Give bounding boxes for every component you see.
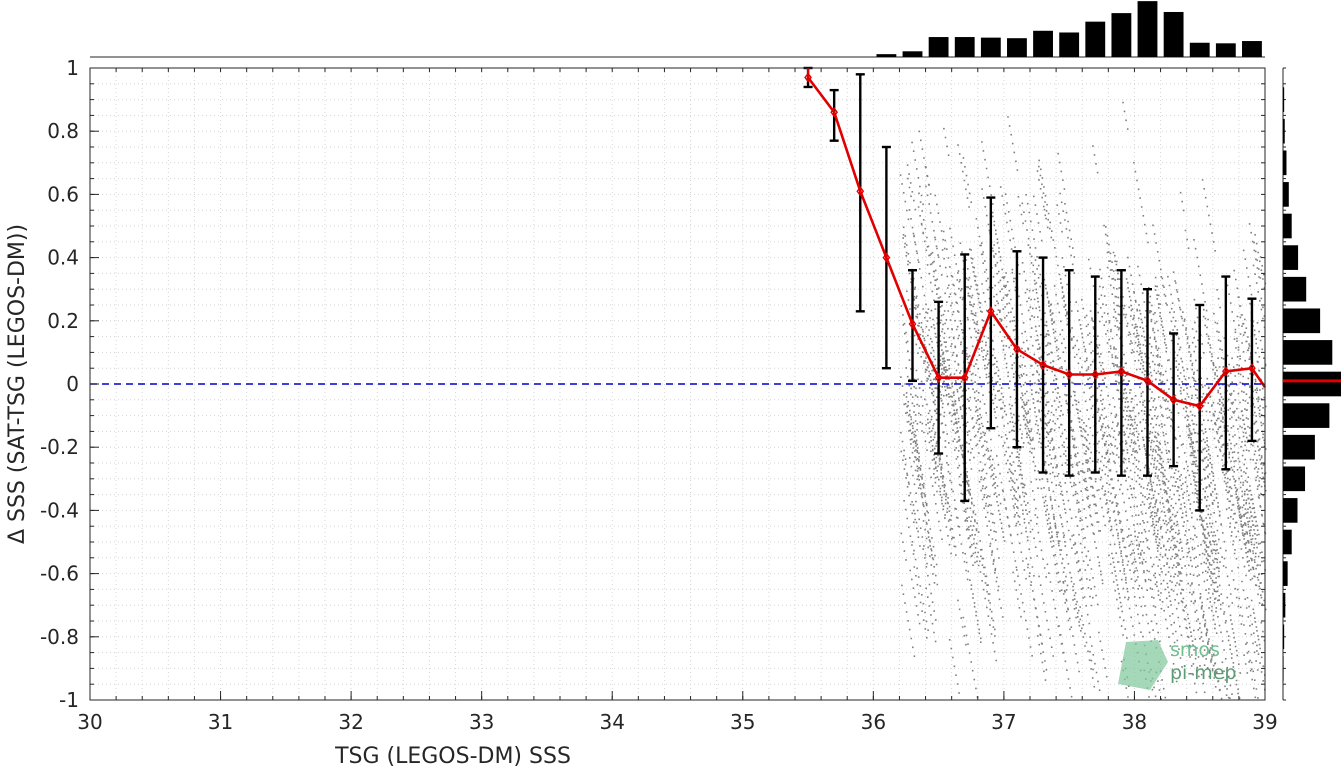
x-tick-label: 34 [599, 710, 624, 734]
x-axis-label: TSG (LEGOS-DM) SSS [334, 744, 571, 768]
mean-marker [830, 107, 839, 118]
mean-line [807, 76, 1267, 408]
smos-pimep-logo: smos pi-mep [1118, 639, 1236, 690]
scatter-streaks [899, 101, 1267, 700]
mean-marker [1117, 366, 1126, 377]
mean-marker [1091, 369, 1100, 380]
right-histogram-bar [1283, 592, 1286, 618]
y-tick-label: 0 [66, 372, 79, 396]
top-histogram-bar [1059, 32, 1080, 57]
y-axis-ticks: -1 -0.8 -0.6 -0.4 -0.2 0 0.2 0.4 0.6 0.8 1 [40, 56, 1265, 712]
right-histogram-bar [1283, 340, 1333, 365]
right-histogram-bar [1283, 466, 1306, 492]
x-axis-ticks: 30 31 32 33 34 35 36 37 38 39 [77, 68, 1278, 734]
mean-marker [960, 372, 969, 383]
top-histogram-bar [902, 51, 923, 57]
mean-marker [908, 318, 917, 330]
top-histogram-bar [1033, 30, 1053, 57]
mean-marker [1195, 400, 1204, 412]
y-tick-label: 0.2 [47, 309, 79, 333]
right-histogram-bar [1283, 498, 1298, 523]
x-tick-label: 38 [1122, 710, 1147, 734]
x-tick-label: 31 [208, 710, 233, 734]
top-histogram-bar [928, 37, 949, 57]
mean-marker [1143, 375, 1152, 387]
mean-marker [1013, 344, 1021, 355]
x-tick-label: 36 [861, 710, 886, 734]
right-histogram-bar [1283, 656, 1284, 681]
y-tick-label: -0.2 [40, 435, 79, 459]
scatter-points [899, 101, 1267, 700]
top-histogram-bar [1085, 21, 1106, 57]
right-histogram-bar [1283, 308, 1321, 334]
x-tick-label: 39 [1252, 710, 1277, 734]
y-tick-label: 0.4 [47, 246, 79, 270]
y-tick-label: -0.8 [40, 625, 79, 649]
right-histogram-bar [1283, 245, 1299, 270]
right-histogram [1282, 67, 1341, 701]
mean-marker [804, 72, 812, 83]
top-histogram-bar [1189, 42, 1210, 57]
logo-text-smos: smos [1170, 639, 1220, 661]
y-tick-label: 0.6 [47, 182, 79, 206]
top-histogram [90, 1, 1265, 58]
mean-marker [1169, 394, 1178, 405]
y-axis-label: Δ SSS (SAT-TSG (LEGOS-DM)) [5, 224, 30, 544]
top-histogram-bar [1242, 41, 1262, 57]
right-histogram-bar [1283, 213, 1292, 239]
mean-marker [934, 372, 943, 383]
mean-marker [1039, 359, 1047, 371]
right-histogram-bar [1283, 624, 1285, 650]
right-histogram-bar [1283, 371, 1341, 397]
right-histogram-bar [1283, 276, 1307, 302]
y-tick-label: 1 [66, 56, 79, 80]
logo-shape [1118, 640, 1168, 690]
right-histogram-bar [1283, 529, 1292, 555]
top-histogram-bar [980, 37, 1001, 57]
x-tick-label: 30 [77, 710, 102, 734]
x-tick-label: 37 [991, 710, 1016, 734]
y-tick-label: -1 [59, 688, 79, 712]
mean-marker [1221, 366, 1230, 377]
right-histogram-bar [1283, 87, 1285, 112]
y-tick-label: -0.6 [40, 562, 79, 586]
top-histogram-bar [876, 54, 897, 57]
right-histogram-bar [1283, 118, 1285, 144]
x-tick-label: 32 [338, 710, 363, 734]
mean-marker [986, 306, 995, 317]
top-histogram-bar [1137, 1, 1158, 58]
top-histogram-bar [1163, 11, 1184, 57]
top-histogram-bar [1007, 38, 1027, 57]
right-histogram-bar [1283, 150, 1287, 176]
top-histogram-bar [954, 37, 975, 57]
right-histogram-bar [1283, 561, 1288, 586]
x-tick-label: 35 [730, 710, 755, 734]
mean-marker [1248, 363, 1256, 374]
right-histogram-bar [1283, 403, 1330, 428]
mean-marker [856, 186, 865, 197]
mean-marker [882, 252, 891, 263]
right-histogram-bar [1283, 434, 1315, 460]
y-tick-label: 0.8 [47, 119, 79, 143]
top-histogram-bar [1111, 13, 1132, 57]
right-histogram-bar [1283, 182, 1289, 207]
binned-mean-series [804, 68, 1267, 412]
x-tick-label: 33 [469, 710, 494, 734]
mean-marker [1065, 369, 1074, 380]
top-histogram-bar [1215, 43, 1236, 57]
logo-text-pimep: pi-mep [1170, 662, 1236, 684]
y-tick-label: -0.4 [40, 498, 79, 522]
scatter-dots [899, 101, 1267, 700]
